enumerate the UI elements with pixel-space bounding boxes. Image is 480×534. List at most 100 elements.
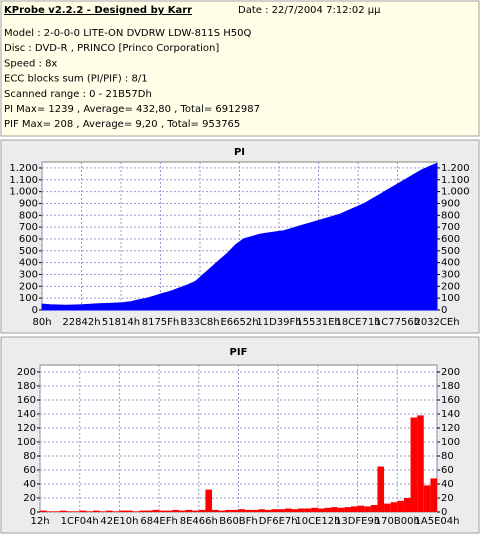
info-line: ECC blocks sum (PI/PIF) : 8/1 bbox=[4, 74, 148, 85]
y-tick-label: 300 bbox=[19, 269, 38, 280]
pif-bar bbox=[212, 509, 219, 512]
x-tick-label: 80h bbox=[32, 317, 51, 328]
pif-bar bbox=[350, 506, 358, 512]
info-panel bbox=[0, 0, 480, 137]
y-tick-label: 120 bbox=[17, 423, 36, 434]
pif-bar bbox=[403, 498, 411, 512]
x-tick-label: 13DFE9h bbox=[335, 516, 380, 527]
pif-bar bbox=[139, 510, 146, 512]
pif-bar bbox=[152, 509, 160, 512]
chart-title: PI bbox=[234, 147, 245, 158]
y-tick-label: 600 bbox=[19, 234, 38, 245]
pif-bar bbox=[384, 503, 391, 512]
pif-bar bbox=[278, 509, 285, 512]
x-tick-label: B60BFh bbox=[219, 516, 258, 527]
pif-bar bbox=[284, 508, 292, 512]
pif-bar bbox=[92, 510, 100, 512]
y-tick-label: 900 bbox=[19, 198, 38, 209]
info-line: Speed : 8x bbox=[4, 58, 57, 69]
pif-bar bbox=[251, 509, 259, 512]
pif-bar bbox=[331, 507, 338, 512]
y2-tick-label: 1.100 bbox=[441, 175, 470, 186]
y2-tick-label: 300 bbox=[441, 269, 460, 280]
x-tick-label: 18CE71h bbox=[335, 317, 380, 328]
pif-bar bbox=[86, 511, 93, 512]
x-tick-label: 10CE12h bbox=[295, 516, 340, 527]
x-tick-label: 684EFh bbox=[140, 516, 178, 527]
pif-bar bbox=[119, 510, 127, 512]
y-tick-label: 1.000 bbox=[9, 187, 38, 198]
pif-bar bbox=[245, 509, 252, 512]
pif-bar bbox=[172, 509, 179, 512]
pif-bar bbox=[53, 511, 60, 512]
info-line: Scanned range : 0 - 21B57Dh bbox=[4, 89, 152, 100]
y2-tick-label: 400 bbox=[441, 258, 460, 269]
pif-bar bbox=[185, 509, 193, 512]
pif-bar bbox=[344, 507, 351, 512]
x-tick-label: 51814h bbox=[102, 317, 140, 328]
pif-bar bbox=[231, 509, 239, 512]
pif-bar bbox=[66, 511, 74, 512]
y2-tick-label: 20 bbox=[441, 493, 454, 504]
pif-bar bbox=[198, 509, 206, 512]
x-tick-label: 2032CEh bbox=[414, 317, 459, 328]
info-line: PI Max= 1239 , Average= 432,80 , Total= … bbox=[4, 104, 260, 115]
x-tick-label: 12h bbox=[30, 516, 49, 527]
pif-bar bbox=[145, 510, 153, 512]
y2-tick-label: 40 bbox=[441, 479, 454, 490]
pif-bar bbox=[337, 507, 345, 512]
chart-title: PIF bbox=[230, 347, 248, 358]
scan-date: Date : 22/7/2004 7:12:02 μμ bbox=[238, 5, 381, 16]
y-tick-label: 0 bbox=[32, 305, 38, 316]
pif-bar bbox=[238, 509, 246, 512]
y-tick-label: 200 bbox=[19, 281, 38, 292]
pif-bar bbox=[178, 510, 186, 512]
info-line: Disc : DVD-R , PRINCO [Princo Corporatio… bbox=[4, 43, 219, 54]
pif-bar bbox=[304, 508, 312, 512]
pif-bar bbox=[291, 509, 299, 512]
y2-tick-label: 100 bbox=[441, 293, 460, 304]
x-tick-label: 170B00h bbox=[375, 516, 420, 527]
y2-tick-label: 600 bbox=[441, 234, 460, 245]
x-tick-label: 1A5E04h bbox=[415, 516, 460, 527]
app-title: KProbe v2.2.2 - Designed by Karr bbox=[4, 5, 192, 16]
info-line: Model : 2-0-0-0 LITE-ON DVDRW LDW-811S H… bbox=[4, 28, 251, 39]
y-tick-label: 40 bbox=[23, 479, 36, 490]
x-tick-label: 15531Eh bbox=[296, 317, 340, 328]
y-tick-label: 140 bbox=[17, 409, 36, 420]
pif-bar bbox=[324, 507, 332, 512]
pif-bar bbox=[112, 511, 120, 512]
pif-bar bbox=[46, 511, 54, 512]
pif-bar bbox=[430, 478, 437, 512]
pif-bar bbox=[218, 510, 226, 512]
pif-bar bbox=[205, 489, 213, 512]
y2-tick-label: 120 bbox=[441, 423, 460, 434]
pif-bar bbox=[410, 417, 418, 512]
y2-tick-label: 100 bbox=[441, 437, 460, 448]
y-tick-label: 200 bbox=[17, 367, 36, 378]
y-tick-label: 60 bbox=[23, 465, 36, 476]
pif-bar bbox=[311, 507, 318, 512]
pif-bar bbox=[264, 509, 272, 512]
y2-tick-label: 200 bbox=[441, 367, 460, 378]
pif-bar bbox=[317, 508, 325, 512]
x-tick-label: E6652h bbox=[220, 317, 258, 328]
pif-bar bbox=[165, 510, 173, 512]
x-tick-label: 8E466h bbox=[180, 516, 218, 527]
y2-tick-label: 140 bbox=[441, 409, 460, 420]
x-tick-label: 11D39Fh bbox=[256, 317, 301, 328]
pif-bar bbox=[370, 505, 378, 512]
pi-area bbox=[41, 162, 438, 311]
pif-bar bbox=[192, 510, 199, 512]
y-tick-label: 100 bbox=[17, 437, 36, 448]
pif-bar bbox=[73, 511, 80, 512]
y-tick-label: 160 bbox=[17, 395, 36, 406]
pif-bar bbox=[423, 485, 431, 512]
x-tick-label: 1CF04h bbox=[61, 516, 99, 527]
y-tick-label: 80 bbox=[23, 451, 36, 462]
y2-tick-label: 0 bbox=[441, 305, 447, 316]
pif-bar bbox=[357, 505, 365, 512]
y-tick-label: 180 bbox=[17, 381, 36, 392]
pif-bar bbox=[126, 510, 133, 512]
pif-bar bbox=[159, 510, 166, 512]
